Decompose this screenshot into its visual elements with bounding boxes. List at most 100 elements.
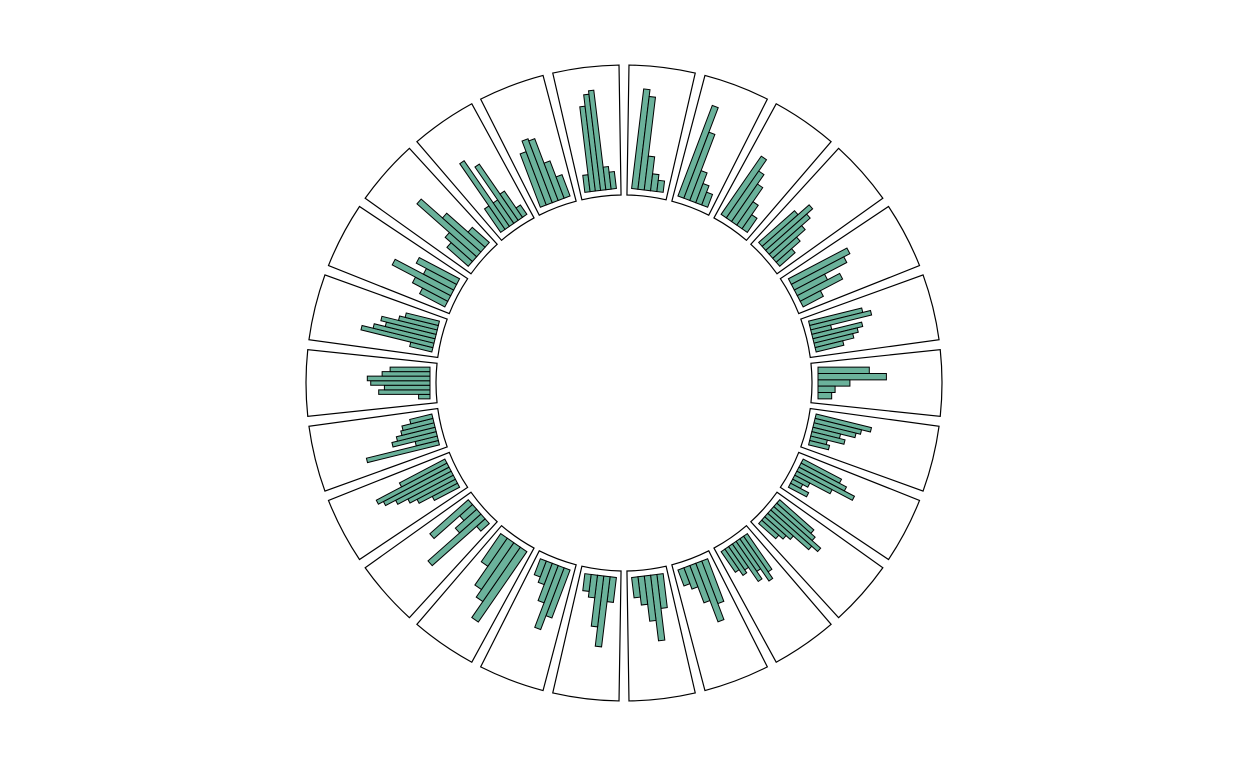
bar [695,182,710,206]
bar [474,163,519,225]
bar [389,366,431,373]
bar [770,505,822,553]
bar [813,333,855,349]
bar [370,380,431,386]
bar [757,519,780,540]
bar [380,315,438,335]
bar [391,431,438,448]
sector-20 [305,348,438,418]
sector-10 [750,491,884,619]
bar [683,131,716,202]
bar [360,324,435,349]
bar [415,256,461,286]
bar [812,422,857,439]
sector-2 [671,74,769,216]
bar [643,155,656,192]
bar [631,576,641,599]
bar [794,470,833,495]
bar [398,458,448,488]
bar [381,371,431,377]
sector-14 [552,565,622,702]
bar [763,512,795,541]
bar [499,190,524,222]
sector-16 [416,524,535,664]
bar [812,327,859,344]
bar [391,258,455,297]
sector-17 [364,491,498,619]
bar [378,389,431,395]
bar [401,417,435,432]
bar [817,379,851,387]
bar [637,95,657,191]
bar [796,466,856,501]
sector-15 [479,550,577,692]
bar [397,315,439,331]
bar [796,272,844,302]
bar [475,541,522,603]
bar [383,384,431,391]
bar [677,104,719,199]
bar [631,88,651,190]
bar [766,509,813,551]
bar [537,562,559,604]
bar [799,290,825,308]
sector-26 [552,64,622,201]
bar [724,545,748,577]
bar [701,191,714,208]
bar [695,560,725,623]
bar [474,537,515,591]
sector-1 [626,64,696,201]
bar [365,439,441,464]
sector-5 [779,205,921,315]
bar [395,426,437,442]
sector-22 [327,205,469,315]
bar [739,535,774,582]
bar [582,573,592,592]
bar [528,138,559,204]
bar [817,392,833,400]
bar [683,564,699,590]
bar [537,560,553,586]
bar [533,558,547,578]
bar [467,226,491,248]
sector-18 [327,451,469,561]
bar [760,516,787,540]
bar [608,170,617,190]
bar [811,321,864,340]
bar [404,312,441,327]
bar [454,508,482,534]
bar [375,462,450,505]
bar [587,89,607,191]
bar [416,198,482,258]
bar [649,173,660,193]
bar [730,183,764,226]
bar [787,482,810,498]
sector-7 [810,348,943,418]
sector-6 [800,274,940,359]
bar [409,413,434,425]
bar [772,236,801,263]
bar [521,138,553,206]
sector-19 [308,407,448,492]
bar [761,204,814,252]
bar [814,413,873,433]
bar [741,213,758,234]
bar [643,574,657,622]
bar [689,169,708,204]
bar [637,575,649,606]
bar [602,165,612,191]
bar [790,256,848,291]
bar [764,213,811,256]
bar [441,212,486,253]
bar [787,247,851,286]
bar [689,562,711,604]
sector-23 [364,147,498,275]
sector-13 [626,565,696,702]
sector-24 [416,102,535,242]
sector-12 [671,550,769,692]
bar [810,431,846,445]
bar [555,174,571,199]
sector-3 [713,102,832,242]
